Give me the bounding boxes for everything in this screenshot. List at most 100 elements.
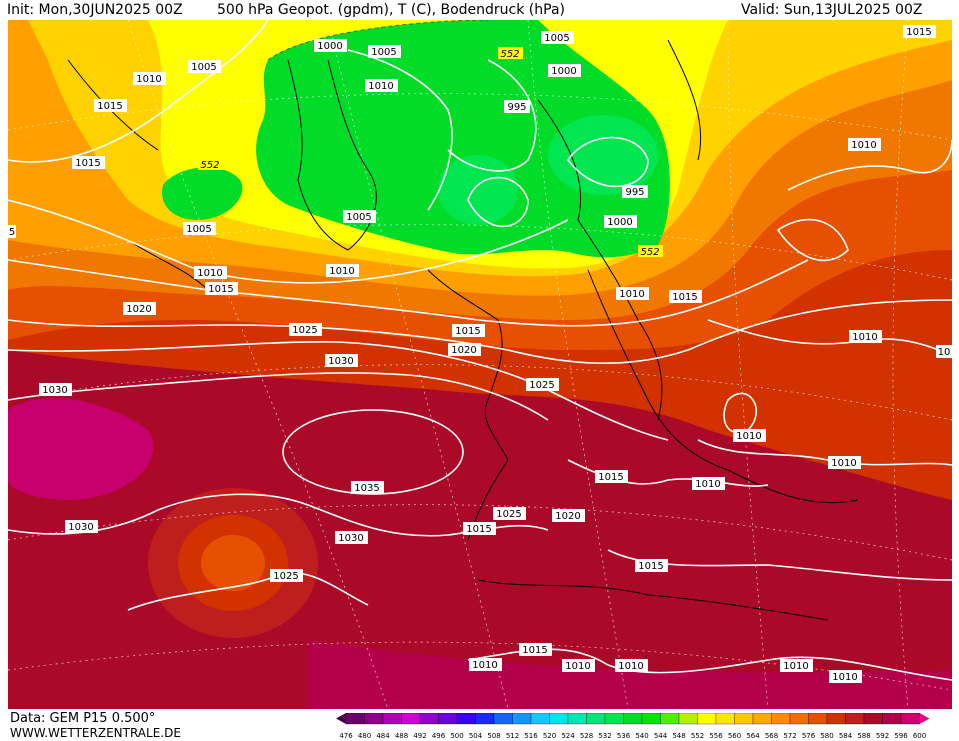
pressure-label: 1015 [595, 470, 628, 483]
colorbar-tick-label: 584 [839, 732, 853, 740]
geopotential-label: 552 [198, 158, 223, 171]
pressure-label: 1005 [183, 222, 216, 235]
svg-text:5: 5 [9, 227, 15, 238]
color-swatch [734, 713, 754, 725]
color-swatch [364, 713, 384, 725]
init-time: Init: Mon,30JUN2025 00Z [7, 2, 183, 18]
svg-text:1005: 1005 [371, 47, 396, 58]
colorbar-tick-label: 524 [561, 732, 575, 740]
website-credit: WWW.WETTERZENTRALE.DE [10, 726, 181, 740]
colorbar-tick-label: 544 [654, 732, 668, 740]
colorbar-tick-label: 592 [876, 732, 889, 740]
svg-text:1025: 1025 [292, 325, 317, 336]
pressure-label: 1010 [829, 670, 862, 683]
pressure-label: 1020 [448, 343, 481, 356]
svg-text:1010: 1010 [136, 74, 161, 85]
svg-text:1005: 1005 [544, 33, 569, 44]
color-swatch [752, 713, 772, 725]
svg-text:1020: 1020 [126, 304, 151, 315]
color-swatch [715, 713, 735, 725]
colorbar-tick-label: 508 [487, 732, 500, 740]
colorbar-tick-label: 512 [506, 732, 519, 740]
svg-text:1010: 1010 [852, 332, 877, 343]
color-swatch [419, 713, 439, 725]
svg-text:1010: 1010 [831, 458, 856, 469]
colorbar-tick-label: 556 [709, 732, 723, 740]
color-swatch [586, 713, 606, 725]
pressure-label: 1010 [692, 477, 725, 490]
chart-title: 500 hPa Geopot. (gpdm), T (C), Bodendruc… [217, 2, 565, 18]
colorbar-tick-label: 492 [413, 732, 426, 740]
color-swatch [697, 713, 717, 725]
color-swatch [512, 713, 532, 725]
svg-text:552: 552 [500, 49, 519, 60]
field-band-south [308, 640, 952, 709]
pressure-label: 1010 [616, 287, 649, 300]
svg-text:1015: 1015 [97, 101, 122, 112]
svg-text:1010: 1010 [619, 289, 644, 300]
pressure-label: 1000 [314, 39, 347, 52]
svg-text:1005: 1005 [191, 62, 216, 73]
pressure-label: 1010 [365, 79, 398, 92]
colorbar-tick-label: 588 [857, 732, 870, 740]
geopotential-552-line [267, 20, 489, 61]
svg-text:1035: 1035 [354, 483, 379, 494]
colorbar-tick-label: 560 [728, 732, 741, 740]
pressure-label: 1010 [562, 659, 595, 672]
pressure-label: 1005 [368, 45, 401, 58]
svg-text:1025: 1025 [496, 509, 521, 520]
color-swatch [641, 713, 661, 725]
pressure-label: 1030 [325, 354, 358, 367]
svg-text:552: 552 [200, 160, 219, 171]
color-scale-ticks: 476 480 484 488 492 496 500 504 508 512 516 520 524 5… [339, 732, 926, 740]
color-swatch [789, 713, 809, 725]
color-swatch [771, 713, 791, 725]
pressure-label: 1010 [326, 264, 359, 277]
field-cell-core [201, 535, 265, 591]
colorbar-arrow-left [336, 713, 346, 724]
colorbar-tick-label: 476 [339, 732, 353, 740]
svg-text:1015: 1015 [75, 158, 100, 169]
color-swatch [438, 713, 458, 725]
color-swatch [493, 713, 513, 725]
svg-text:1010: 1010 [472, 660, 497, 671]
pressure-label: 1010 [780, 659, 813, 672]
chart-footer: Data: GEM P15 0.500° WWW.WETTERZENTRALE.… [0, 709, 959, 741]
color-swatch [660, 713, 680, 725]
color-swatch [863, 713, 883, 725]
svg-text:1010: 1010 [736, 431, 761, 442]
colorbar-tick-label: 580 [820, 732, 833, 740]
color-scale-legend: 476 480 484 488 492 496 500 504 508 512 516 520 524 5… [336, 713, 930, 740]
pressure-label: 1030 [39, 383, 72, 396]
pressure-label: 1000 [548, 64, 581, 77]
pressure-labels: 1000 1005 1005 1000 1015 1010 1005 1010 … [8, 25, 952, 683]
svg-text:1030: 1030 [328, 356, 353, 367]
svg-text:1010: 1010 [329, 266, 354, 277]
svg-text:1020: 1020 [555, 511, 580, 522]
pressure-label: 1025 [493, 507, 526, 520]
svg-text:1010: 1010 [197, 268, 222, 279]
pressure-label: 1005 [343, 210, 376, 223]
colorbar-tick-label: 564 [746, 732, 760, 740]
pressure-label: 1030 [335, 531, 368, 544]
svg-text:1015: 1015 [466, 524, 491, 535]
pressure-label: 1010 [733, 429, 766, 442]
field-trough-core-east [548, 115, 658, 195]
colorbar-tick-label: 568 [765, 732, 778, 740]
colorbar-tick-label: 548 [672, 732, 685, 740]
geopotential-labels: 552 552 552 [198, 47, 663, 258]
pressure-label: 1010 [133, 72, 166, 85]
svg-text:1005: 1005 [346, 212, 371, 223]
pressure-label: 1015 [463, 522, 496, 535]
svg-text:1010: 1010 [851, 140, 876, 151]
svg-text:1010: 1010 [832, 672, 857, 683]
valid-time: Valid: Sun,13JUL2025 00Z [741, 2, 923, 18]
pressure-label: 1005 [541, 31, 574, 44]
colorbar-tick-label: 532 [598, 732, 611, 740]
chart-header: Init: Mon,30JUN2025 00Z 500 hPa Geopot. … [0, 0, 959, 20]
colorbar-tick-label: 516 [524, 732, 538, 740]
pressure-label: 1015 [205, 282, 238, 295]
svg-text:1010: 1010 [368, 81, 393, 92]
svg-text:552: 552 [640, 247, 659, 258]
svg-text:1000: 1000 [607, 217, 632, 228]
